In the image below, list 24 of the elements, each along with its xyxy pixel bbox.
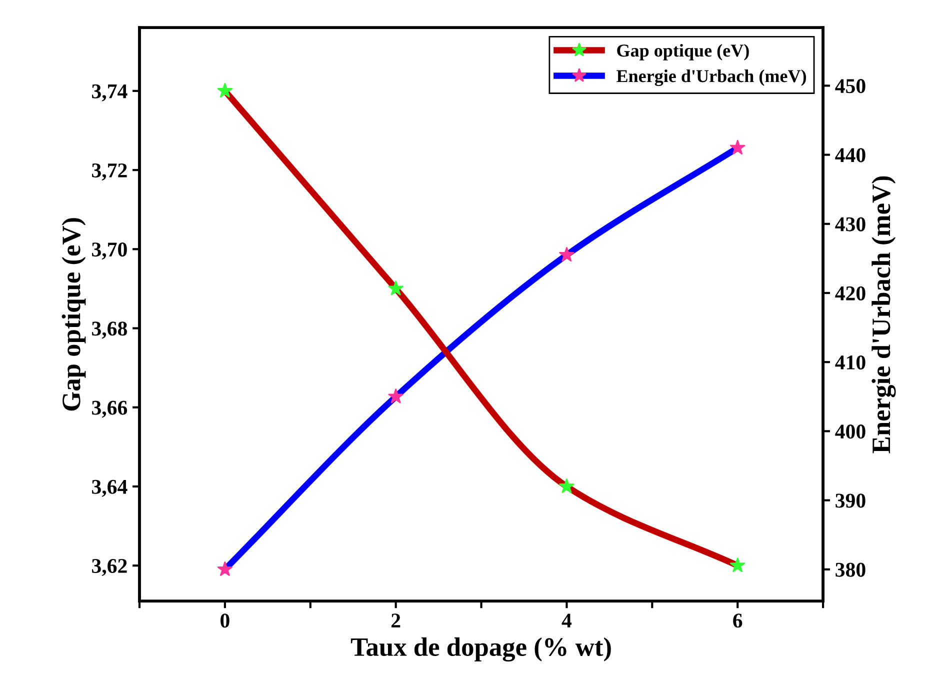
x-tick-label: 2 xyxy=(392,614,400,628)
y-axis-title: Gap optique (eV) xyxy=(62,218,86,411)
y2-tick-label: 440 xyxy=(835,148,866,162)
y-tick-label: 3,66 xyxy=(92,400,128,418)
y2-tick-label: 420 xyxy=(835,286,866,300)
y-tick-label: 3,68 xyxy=(92,322,128,339)
y-tick-label: 3,62 xyxy=(92,559,127,576)
y-tick-label: 3,64 xyxy=(92,480,128,497)
x-tick-label: 6 xyxy=(733,614,742,628)
y2-tick-label: 430 xyxy=(835,217,866,232)
y2-tick-label: 450 xyxy=(835,79,866,94)
y2-tick-label: 410 xyxy=(835,355,866,370)
legend-label: Gap optique (eV) xyxy=(617,44,749,60)
y-tick-label: 3,70 xyxy=(92,242,127,260)
y2-tick-label: 380 xyxy=(836,562,866,577)
y2-axis-title: Energie d'Urbach (meV) xyxy=(872,176,896,454)
y-tick-label: 3,74 xyxy=(92,84,128,102)
x-axis-title: Taux de dopage (% wt) xyxy=(350,637,611,662)
x-tick-label: 4 xyxy=(562,614,572,628)
x-tick-label: 0 xyxy=(220,614,230,628)
y-tick-label: 3,72 xyxy=(92,163,127,180)
y2-tick-label: 400 xyxy=(835,424,866,439)
y2-tick-label: 390 xyxy=(836,494,866,508)
legend-label: Energie d'Urbach (meV) xyxy=(616,70,806,86)
